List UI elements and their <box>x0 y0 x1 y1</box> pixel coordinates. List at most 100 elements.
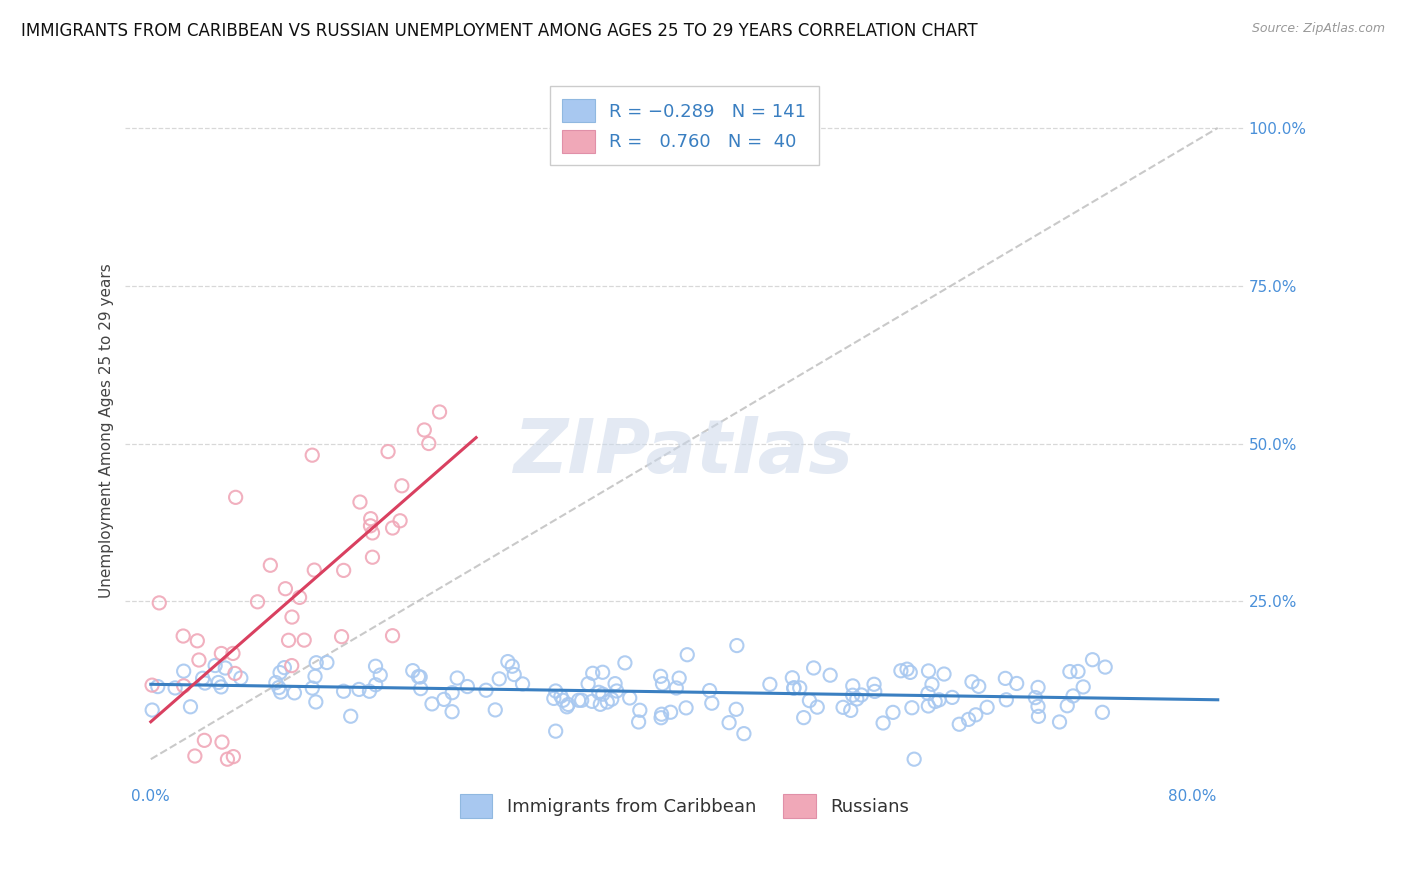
Point <box>592 665 614 680</box>
Point <box>628 703 651 717</box>
Point <box>194 676 217 690</box>
Point <box>557 698 579 712</box>
Point <box>903 752 925 766</box>
Point <box>650 669 672 683</box>
Point <box>627 714 650 729</box>
Point <box>1062 689 1084 703</box>
Point <box>675 701 697 715</box>
Point <box>408 669 430 683</box>
Point <box>501 659 523 673</box>
Point <box>606 684 628 698</box>
Point <box>264 675 287 690</box>
Point <box>389 514 412 528</box>
Point <box>368 668 391 682</box>
Point <box>842 679 865 693</box>
Point <box>409 670 432 684</box>
Point <box>863 677 886 691</box>
Point <box>832 700 855 714</box>
Point <box>420 697 443 711</box>
Point <box>209 647 232 661</box>
Point <box>173 664 195 678</box>
Point <box>204 658 226 673</box>
Point <box>229 671 252 685</box>
Y-axis label: Unemployment Among Ages 25 to 29 years: Unemployment Among Ages 25 to 29 years <box>100 263 114 599</box>
Point <box>613 656 636 670</box>
Point <box>217 752 239 766</box>
Point <box>214 661 236 675</box>
Point <box>359 684 381 698</box>
Point <box>544 684 567 698</box>
Point <box>898 665 921 680</box>
Point <box>651 707 673 722</box>
Point <box>381 629 404 643</box>
Point <box>441 686 464 700</box>
Point <box>316 656 339 670</box>
Point <box>301 681 323 695</box>
Point <box>301 448 323 462</box>
Point <box>288 591 311 605</box>
Point <box>995 693 1018 707</box>
Point <box>211 735 233 749</box>
Point <box>1026 681 1049 695</box>
Point <box>882 706 904 720</box>
Point <box>347 682 370 697</box>
Point <box>503 667 526 681</box>
Point <box>172 629 194 643</box>
Point <box>332 684 354 698</box>
Point <box>274 582 297 596</box>
Point <box>429 405 451 419</box>
Point <box>141 678 163 692</box>
Point <box>668 671 690 685</box>
Text: IMMIGRANTS FROM CARIBBEAN VS RUSSIAN UNEMPLOYMENT AMONG AGES 25 TO 29 YEARS CORR: IMMIGRANTS FROM CARIBBEAN VS RUSSIAN UNE… <box>21 22 977 40</box>
Point <box>665 681 688 695</box>
Point <box>283 686 305 700</box>
Point <box>339 709 361 723</box>
Point <box>733 726 755 740</box>
Text: Source: ZipAtlas.com: Source: ZipAtlas.com <box>1251 22 1385 36</box>
Point <box>349 495 371 509</box>
Point <box>418 436 440 450</box>
Point <box>576 677 599 691</box>
Point <box>924 694 946 708</box>
Point <box>901 700 924 714</box>
Point <box>222 749 245 764</box>
Point <box>544 724 567 739</box>
Point <box>488 672 510 686</box>
Point <box>1049 714 1071 729</box>
Point <box>603 676 626 690</box>
Point <box>845 692 868 706</box>
Point <box>917 686 939 700</box>
Point <box>280 658 302 673</box>
Point <box>1094 660 1116 674</box>
Point <box>402 664 425 678</box>
Point <box>872 716 894 731</box>
Point <box>441 705 464 719</box>
Point <box>409 681 432 696</box>
Point <box>304 563 326 577</box>
Point <box>259 558 281 573</box>
Point <box>179 699 201 714</box>
Point <box>782 671 804 685</box>
Point <box>582 666 605 681</box>
Point <box>269 665 291 680</box>
Point <box>555 699 578 714</box>
Point <box>994 672 1017 686</box>
Point <box>304 669 326 683</box>
Point <box>803 661 825 675</box>
Point <box>699 683 721 698</box>
Point <box>475 683 498 698</box>
Point <box>1067 665 1090 679</box>
Point <box>589 698 612 712</box>
Point <box>921 677 943 691</box>
Point <box>364 678 387 692</box>
Point <box>225 491 247 505</box>
Point <box>932 667 955 681</box>
Point <box>917 664 939 678</box>
Point <box>551 693 574 707</box>
Point <box>222 647 245 661</box>
Point <box>600 692 623 706</box>
Point <box>650 711 672 725</box>
Point <box>571 693 593 707</box>
Point <box>725 702 748 716</box>
Point <box>818 668 841 682</box>
